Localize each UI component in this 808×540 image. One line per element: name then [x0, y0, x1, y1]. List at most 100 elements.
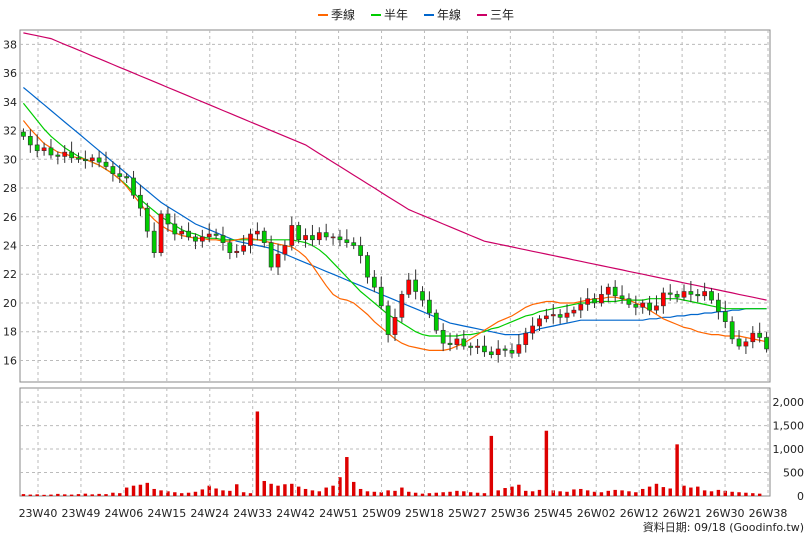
x-tick-label: 24W42 — [276, 507, 315, 520]
ma-year-line — [23, 87, 767, 336]
candle — [433, 309, 439, 334]
candle — [117, 164, 123, 184]
volume-bar — [276, 485, 280, 496]
volume-bar — [145, 482, 150, 496]
price-tick-label: 24 — [3, 240, 17, 253]
candle — [179, 225, 185, 240]
price-tick-label: 28 — [3, 182, 17, 195]
volume-bar — [510, 486, 514, 496]
x-tick-label: 25W09 — [362, 507, 401, 520]
candle — [248, 228, 253, 254]
price-tick-label: 38 — [3, 38, 17, 51]
volume-bar — [441, 492, 445, 496]
volume-tick-label: 2,000 — [773, 396, 805, 409]
volume-bar — [63, 494, 67, 496]
volume-bar — [393, 490, 397, 496]
candle — [413, 269, 419, 300]
candle — [468, 342, 474, 356]
volume-bar — [702, 490, 707, 496]
candle — [89, 154, 95, 168]
volume-bar — [723, 490, 727, 496]
candle — [151, 222, 157, 258]
candle — [158, 210, 164, 257]
candle — [371, 270, 377, 293]
volume-bar — [475, 492, 480, 496]
volume-bar — [138, 484, 143, 496]
volume-bar — [420, 493, 425, 496]
volume-bar — [468, 492, 473, 496]
candle — [103, 151, 109, 171]
volume-bar — [118, 493, 122, 496]
volume-bar — [427, 493, 432, 496]
candle — [206, 223, 212, 242]
candle — [495, 340, 501, 363]
volume-bar — [358, 488, 363, 496]
candle — [241, 235, 246, 255]
candle — [757, 322, 763, 343]
candle — [420, 286, 425, 307]
candle — [289, 216, 295, 251]
candle — [172, 213, 178, 241]
candle — [743, 338, 749, 354]
volume-bar — [544, 430, 549, 496]
volume-bar — [530, 491, 535, 496]
volume-bar — [324, 487, 328, 496]
volume-bar — [524, 490, 528, 496]
candle — [330, 233, 336, 245]
candle — [268, 235, 274, 271]
candle — [702, 282, 707, 301]
volume-bar — [489, 435, 494, 496]
volume-bar — [434, 492, 439, 496]
volume-bar — [455, 490, 459, 496]
volume-bar — [716, 489, 721, 496]
candle — [674, 290, 680, 303]
candle — [681, 284, 687, 301]
volume-bar — [661, 487, 666, 496]
x-tick-label: 24W33 — [233, 507, 272, 520]
volume-bar — [462, 491, 466, 496]
x-axis: 23W40 23W49 24W06 24W15 24W24 24W33 24W42 24W51… — [19, 388, 787, 520]
candle — [516, 334, 522, 357]
volume-bar — [131, 485, 136, 496]
candle — [482, 335, 487, 357]
volume-bar — [83, 493, 88, 496]
x-tick-label: 24W51 — [319, 507, 358, 520]
candle — [447, 332, 453, 352]
candle — [48, 139, 54, 159]
volume-bar — [97, 493, 101, 496]
candle — [144, 202, 150, 238]
volume-bar — [111, 492, 115, 496]
candle — [640, 299, 646, 314]
candle — [605, 283, 611, 303]
candle — [337, 229, 343, 247]
volume-tick-label: 500 — [783, 467, 804, 480]
volume-bar — [579, 488, 583, 496]
candle — [427, 291, 432, 319]
candle — [530, 317, 535, 340]
candle — [385, 300, 391, 343]
volume-bar — [682, 485, 686, 496]
x-tick-label: 25W36 — [491, 507, 530, 520]
candle — [392, 308, 398, 342]
volume-bar — [379, 492, 383, 496]
x-tick-label: 25W45 — [534, 507, 573, 520]
volume-bar — [200, 489, 205, 496]
volume-bar — [214, 488, 218, 496]
candle — [461, 330, 467, 350]
volume-bar — [627, 491, 631, 496]
candle — [323, 223, 329, 241]
volume-bar — [620, 490, 624, 496]
volume-bar — [69, 494, 74, 496]
volume-bar — [737, 492, 741, 496]
volume-bar — [338, 477, 342, 496]
candle — [654, 295, 659, 314]
volume-bar — [310, 490, 315, 496]
candle — [351, 237, 357, 250]
legend: 季線 半年 年線 三年 — [318, 7, 514, 22]
candle — [454, 333, 460, 350]
candle — [440, 323, 446, 352]
volume-bar — [255, 411, 260, 496]
candle — [488, 346, 494, 359]
candle — [255, 222, 260, 241]
